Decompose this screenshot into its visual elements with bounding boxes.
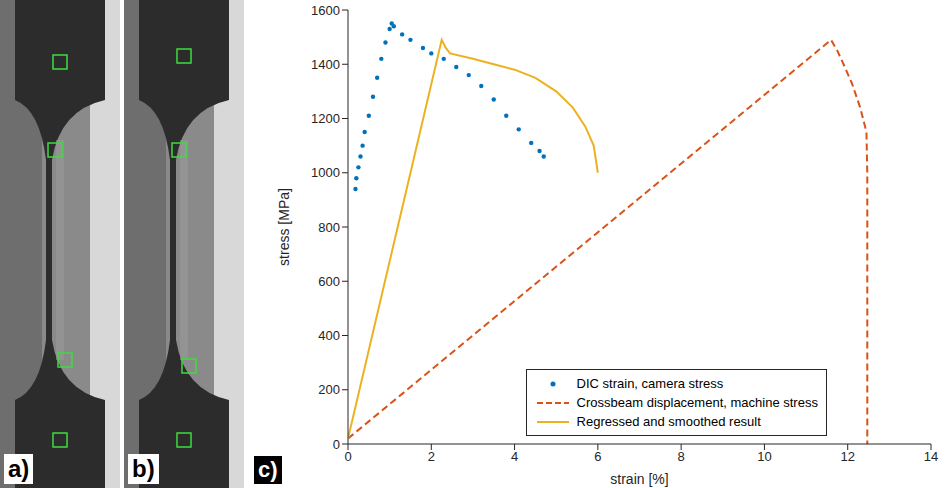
svg-text:10: 10 <box>757 449 771 464</box>
html-text:a): a) <box>8 455 30 482</box>
svg-text:1400: 1400 <box>311 57 340 72</box>
svg-text:1200: 1200 <box>311 111 340 126</box>
html-text:Crossbeam displacement, machin: Crossbeam displacement, machine stress <box>576 395 818 410</box>
svg-text:400: 400 <box>318 328 340 343</box>
svg-text:strain [%]: strain [%] <box>610 471 668 487</box>
svg-text:0: 0 <box>344 449 351 464</box>
svg-text:0: 0 <box>333 437 340 452</box>
svg-text:600: 600 <box>318 274 340 289</box>
svg-text:6: 6 <box>594 449 601 464</box>
svg-text:1000: 1000 <box>311 165 340 180</box>
svg-text:12: 12 <box>840 449 854 464</box>
svg-text:8: 8 <box>678 449 685 464</box>
html-text:Regressed and smoothed result: Regressed and smoothed result <box>576 414 761 429</box>
svg-text:4: 4 <box>511 449 518 464</box>
svg-text:stress [MPa]: stress [MPa] <box>276 188 292 266</box>
svg-text:200: 200 <box>318 382 340 397</box>
html-text:b): b) <box>132 455 155 482</box>
svg-text:800: 800 <box>318 220 340 235</box>
svg-text:2: 2 <box>428 449 435 464</box>
html-text:c): c) <box>258 457 278 482</box>
svg-text:1600: 1600 <box>311 3 340 18</box>
svg-text:14: 14 <box>924 449 938 464</box>
html-text:DIC strain, camera stress: DIC strain, camera stress <box>576 376 724 391</box>
